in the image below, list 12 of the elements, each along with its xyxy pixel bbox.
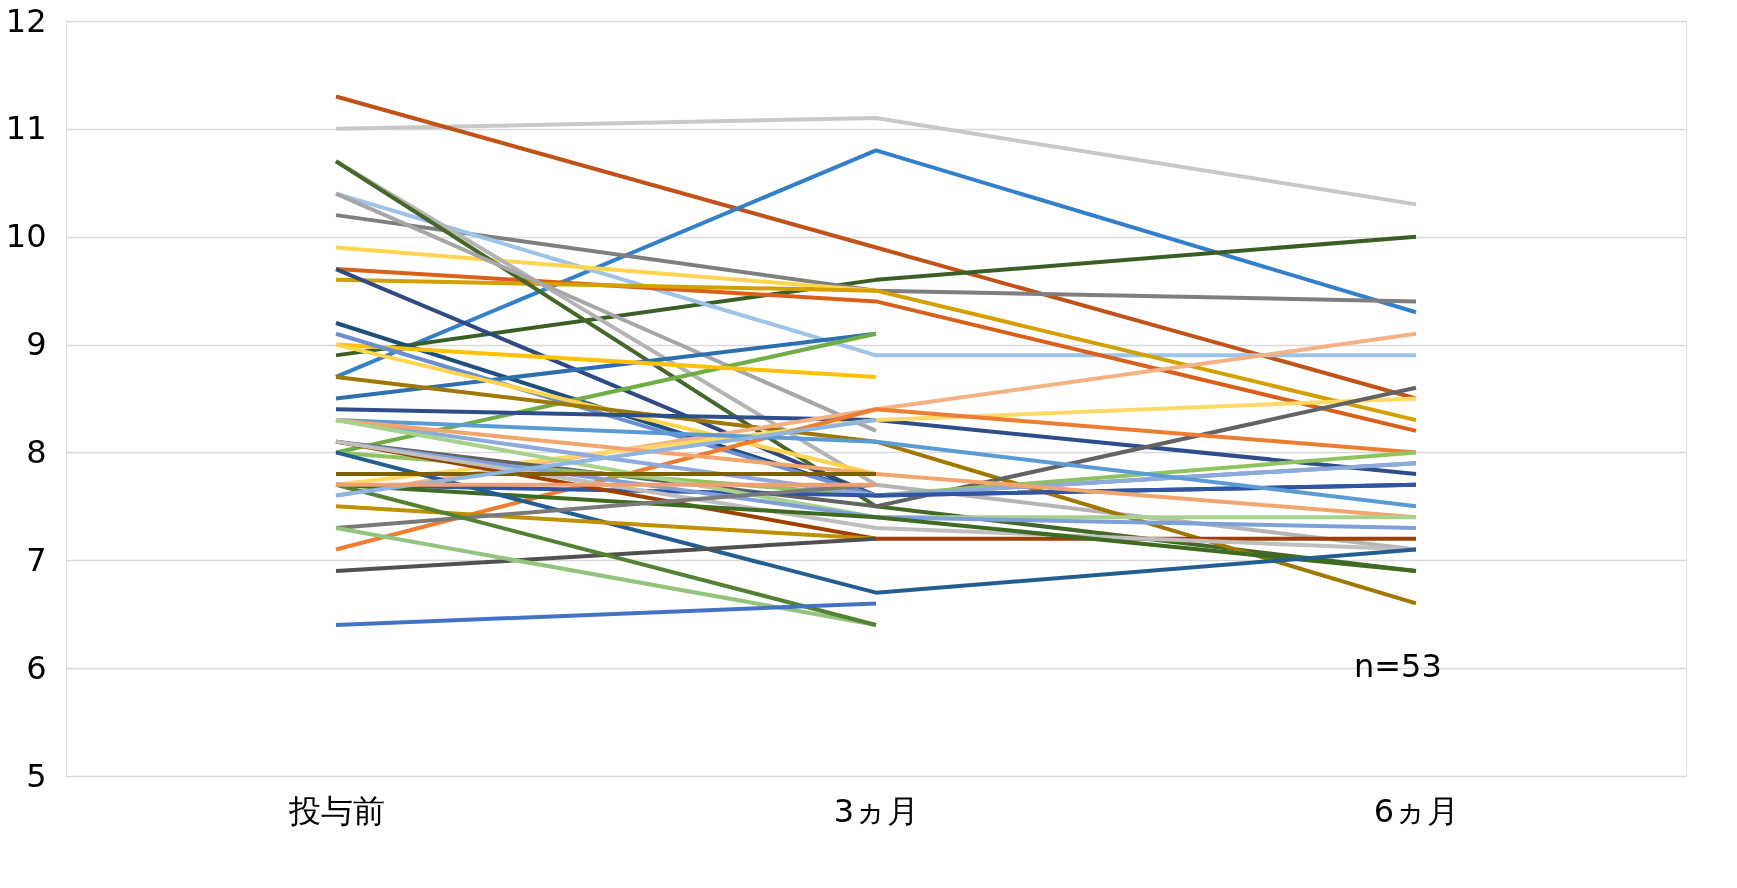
y-tick-label: 9 (26, 325, 47, 364)
y-tick-label: 6 (26, 648, 47, 687)
y-tick-label: 12 (5, 1, 47, 40)
x-tick-label: 6ヵ月 (1373, 791, 1460, 830)
y-tick-label: 5 (26, 756, 47, 795)
annotation: n=53 (1353, 646, 1442, 685)
y-tick-label: 7 (26, 540, 47, 579)
x-tick-label: 投与前 (287, 791, 385, 830)
y-tick-label: 8 (26, 432, 47, 471)
y-tick-label: 11 (5, 109, 47, 148)
x-tick-label: 3ヵ月 (833, 791, 920, 830)
y-tick-label: 10 (5, 217, 47, 256)
